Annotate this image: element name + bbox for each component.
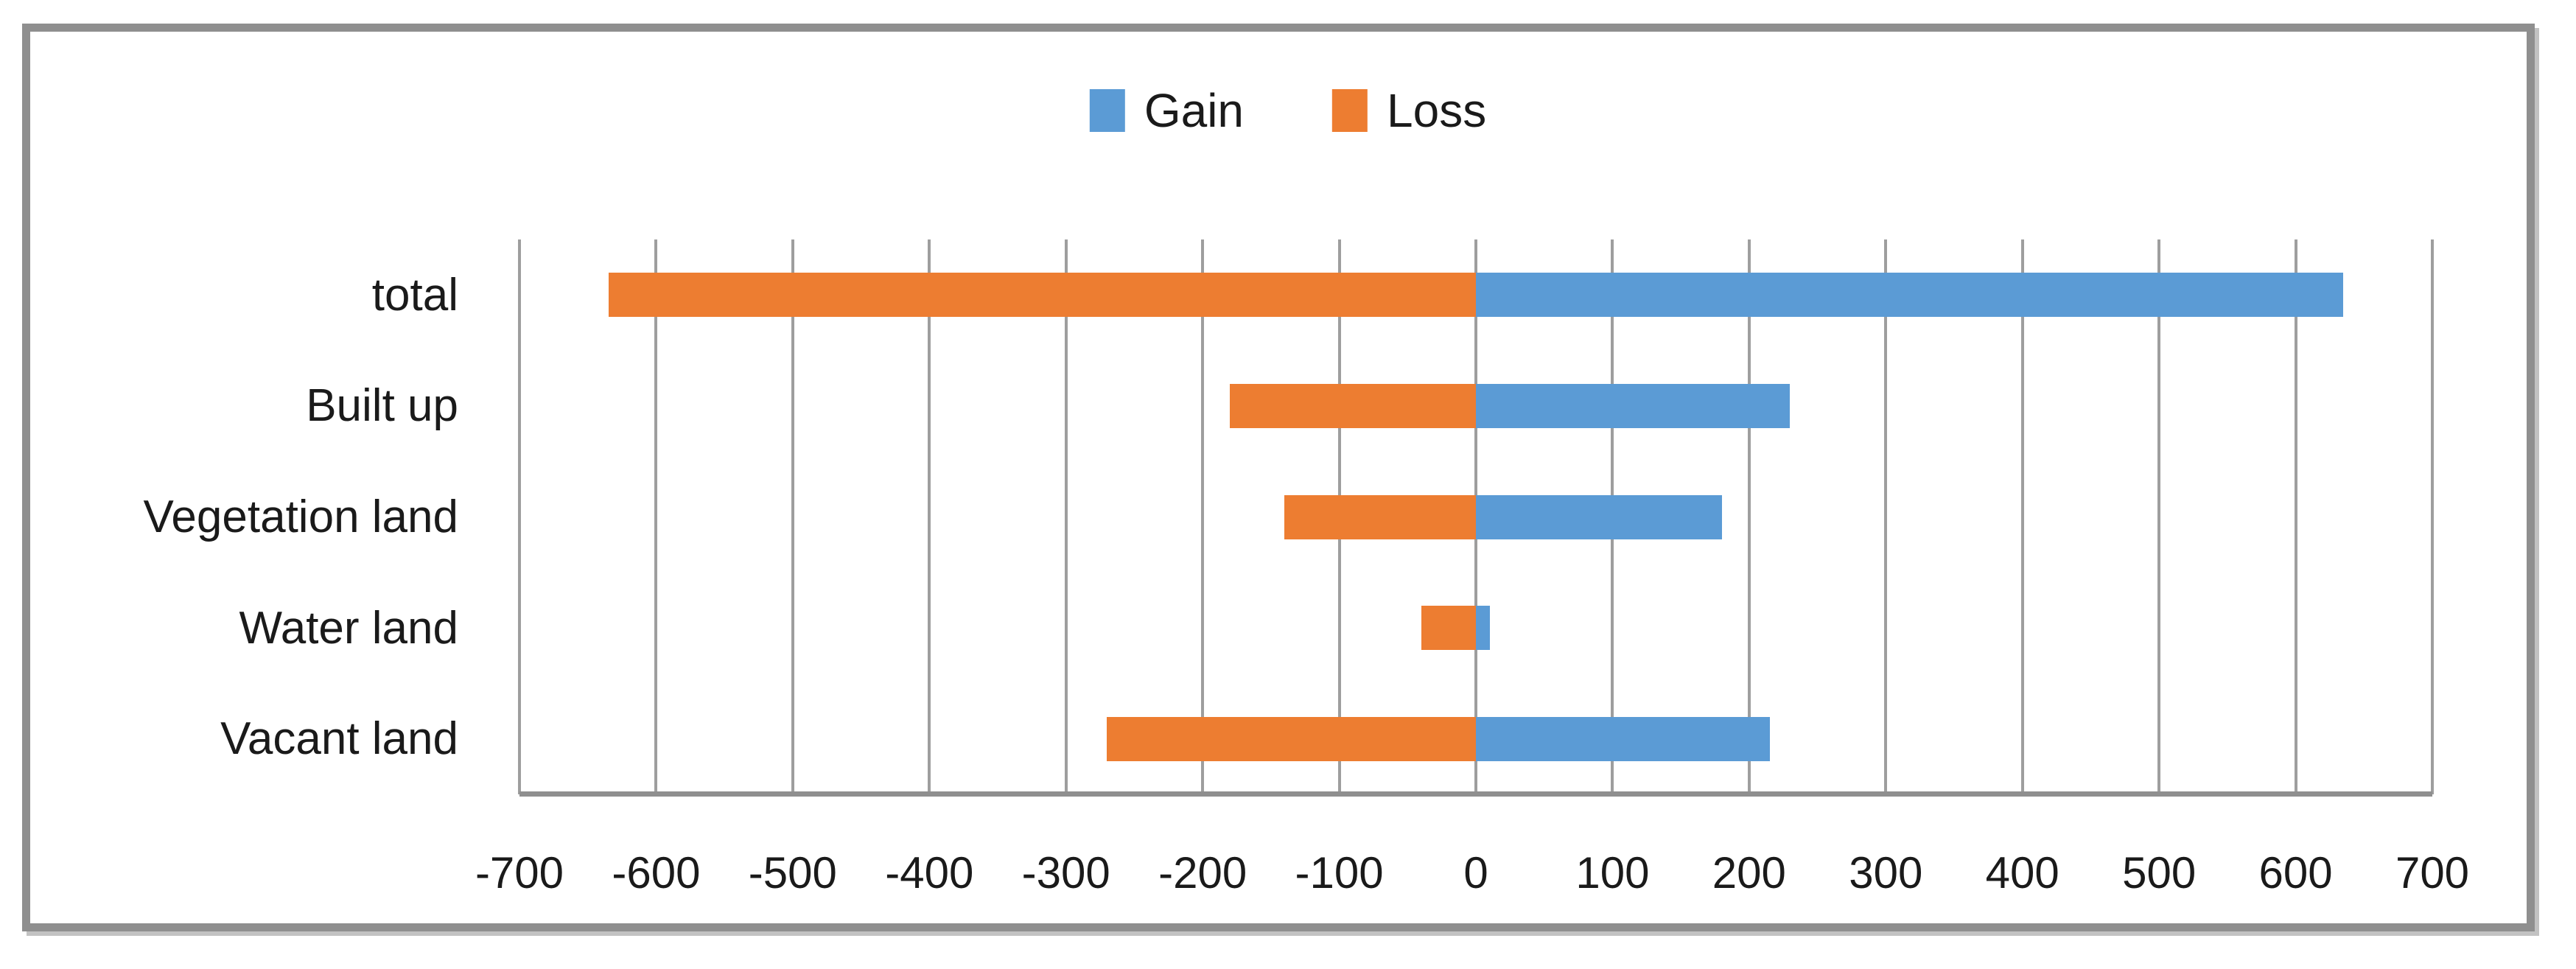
gridline [928,239,931,794]
bar-loss [1284,494,1476,539]
gridline [791,239,794,794]
bar-row-built-up [519,383,2432,428]
x-tick-label: 400 [1985,848,2059,898]
gridline [518,239,521,794]
category-label: Water land [239,602,459,654]
x-axis-line [519,791,2432,797]
x-tick-label: 500 [2122,848,2197,898]
category-label: Built up [306,380,458,432]
bar-gain [1476,383,1791,428]
x-tick-label: 200 [1712,848,1786,898]
bar-loss [608,273,1476,318]
legend-swatch-loss [1332,89,1368,132]
category-label: Vacant land [220,713,458,765]
chart-frame [22,24,2535,931]
bar-gain [1476,494,1722,539]
bar-row-total [519,273,2432,318]
gridline [1064,239,1068,794]
x-tick-label: 300 [1849,848,1923,898]
plot-area [518,239,2434,797]
x-tick-label: 600 [2258,848,2333,898]
x-tick-label: -400 [885,848,974,898]
x-tick-label: 100 [1575,848,1650,898]
x-tick-label: 0 [1463,848,1488,898]
legend-item-gain: Gain [1089,84,1244,137]
legend-item-loss: Loss [1332,87,1486,134]
category-label: Vegetation land [143,491,459,542]
category-axis: total Built up Vegetation land Water land Va… [44,239,459,794]
x-tick-label: -100 [1295,848,1384,898]
category-label: total [371,269,458,321]
legend-label: Loss [1387,84,1487,137]
bar-gain [1476,606,1490,651]
bar-row-water-land [519,606,2432,651]
x-tick-label: -600 [612,848,701,898]
x-tick-label: 700 [2395,848,2470,898]
bar-gain [1476,716,1770,761]
gridline [1884,239,1888,794]
x-tick-label: -500 [748,848,837,898]
gridline [1747,239,1751,794]
gridline [2431,239,2434,794]
legend: Gain Loss [1089,84,1486,137]
x-tick-label: -700 [475,848,564,898]
bar-loss [1230,383,1476,428]
gridline [2020,239,2024,794]
x-tick-label: -200 [1158,848,1247,898]
x-tick-label: -300 [1021,848,1110,898]
bar-row-vacant-land [519,716,2432,761]
gridline [2157,239,2161,794]
legend-label: Gain [1144,84,1244,137]
bar-loss [1107,716,1476,761]
gridline [654,239,658,794]
x-axis: -700 -600 -500 -400 -300 -200 -100 0 100 200 300 40… [475,840,2469,906]
legend-swatch-gain [1089,89,1125,132]
gridline [1201,239,1205,794]
bar-row-vegetation-land [519,494,2432,539]
bar-loss [1421,606,1476,651]
gridline [2294,239,2297,794]
bar-gain [1476,273,2344,318]
